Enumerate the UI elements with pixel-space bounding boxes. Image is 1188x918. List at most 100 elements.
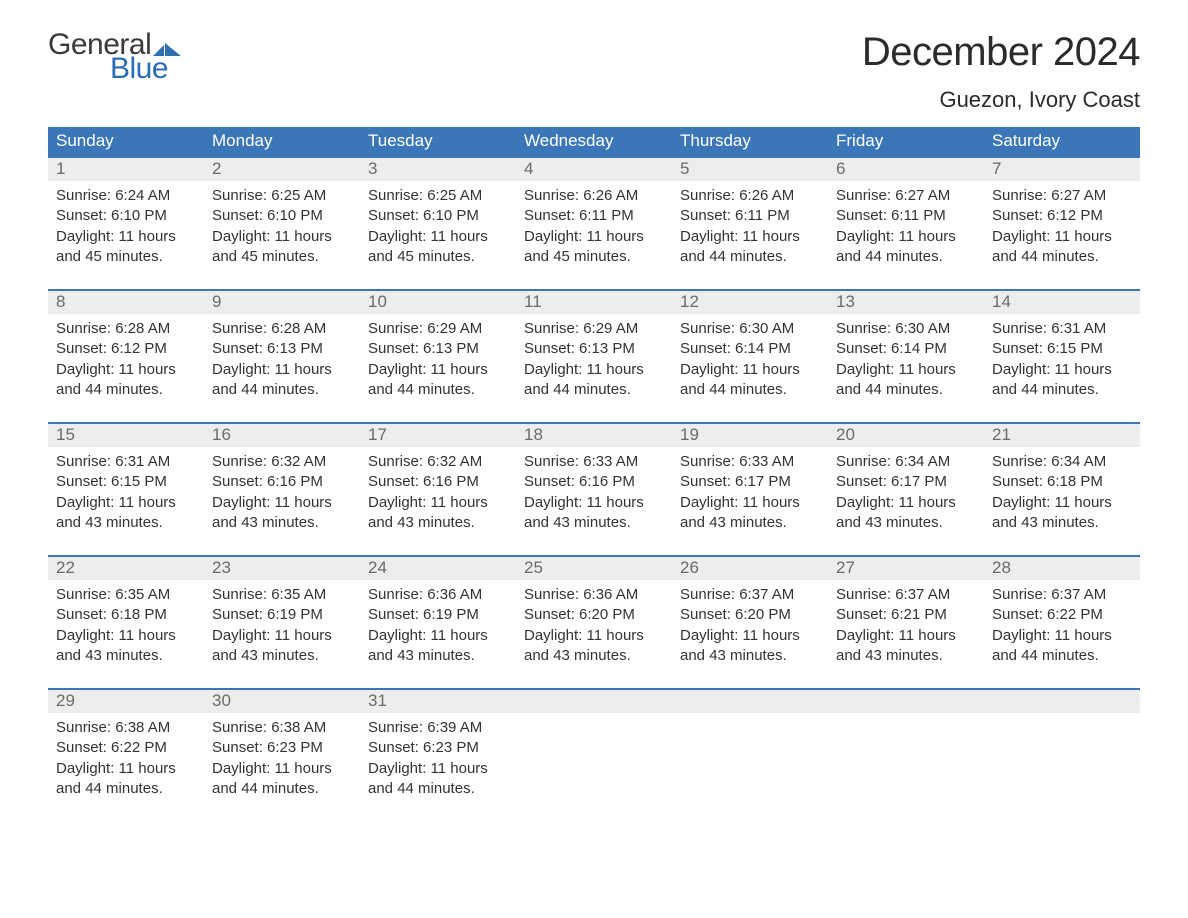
date-number: 21 (984, 424, 1140, 447)
sunrise-line: Sunrise: 6:33 AM (680, 452, 820, 472)
daylight-line-1: Daylight: 11 hours (368, 227, 508, 247)
daylight-line-2: and 45 minutes. (524, 247, 664, 267)
date-number: 15 (48, 424, 204, 447)
day-cell: Sunrise: 6:29 AMSunset: 6:13 PMDaylight:… (516, 314, 672, 404)
daylight-line-1: Daylight: 11 hours (524, 360, 664, 380)
daylight-line-1: Daylight: 11 hours (680, 360, 820, 380)
sunset-line: Sunset: 6:22 PM (992, 605, 1132, 625)
day-cell: Sunrise: 6:26 AMSunset: 6:11 PMDaylight:… (516, 181, 672, 271)
sunrise-line: Sunrise: 6:31 AM (992, 319, 1132, 339)
day-cell: Sunrise: 6:34 AMSunset: 6:17 PMDaylight:… (828, 447, 984, 537)
daylight-line-2: and 43 minutes. (992, 513, 1132, 533)
sunset-line: Sunset: 6:13 PM (368, 339, 508, 359)
day-cell: Sunrise: 6:38 AMSunset: 6:22 PMDaylight:… (48, 713, 204, 803)
week-row: 1234567Sunrise: 6:24 AMSunset: 6:10 PMDa… (48, 156, 1140, 271)
daylight-line-2: and 43 minutes. (680, 513, 820, 533)
sunrise-line: Sunrise: 6:36 AM (368, 585, 508, 605)
sunrise-line: Sunrise: 6:32 AM (212, 452, 352, 472)
sunset-line: Sunset: 6:19 PM (212, 605, 352, 625)
day-header-cell: Thursday (672, 127, 828, 156)
day-cell: Sunrise: 6:36 AMSunset: 6:20 PMDaylight:… (516, 580, 672, 670)
sunset-line: Sunset: 6:10 PM (368, 206, 508, 226)
day-cell: Sunrise: 6:27 AMSunset: 6:12 PMDaylight:… (984, 181, 1140, 271)
daylight-line-2: and 44 minutes. (836, 380, 976, 400)
sunset-line: Sunset: 6:12 PM (992, 206, 1132, 226)
day-cell (516, 713, 672, 803)
date-number: 11 (516, 291, 672, 314)
day-cell: Sunrise: 6:34 AMSunset: 6:18 PMDaylight:… (984, 447, 1140, 537)
day-cell: Sunrise: 6:28 AMSunset: 6:12 PMDaylight:… (48, 314, 204, 404)
date-number: 31 (360, 690, 516, 713)
date-number: 6 (828, 158, 984, 181)
month-title: December 2024 (862, 30, 1140, 75)
sunset-line: Sunset: 6:18 PM (56, 605, 196, 625)
daylight-line-1: Daylight: 11 hours (212, 227, 352, 247)
daylight-line-1: Daylight: 11 hours (992, 626, 1132, 646)
sunrise-line: Sunrise: 6:38 AM (56, 718, 196, 738)
sunset-line: Sunset: 6:21 PM (836, 605, 976, 625)
sunrise-line: Sunrise: 6:24 AM (56, 186, 196, 206)
daylight-line-1: Daylight: 11 hours (56, 759, 196, 779)
date-number: 24 (360, 557, 516, 580)
sunset-line: Sunset: 6:15 PM (56, 472, 196, 492)
daylight-line-2: and 44 minutes. (524, 380, 664, 400)
date-number (672, 690, 828, 713)
daylight-line-2: and 44 minutes. (368, 779, 508, 799)
daylight-line-2: and 43 minutes. (368, 646, 508, 666)
week-row: 891011121314Sunrise: 6:28 AMSunset: 6:12… (48, 289, 1140, 404)
date-number-row: 1234567 (48, 158, 1140, 181)
daylight-line-1: Daylight: 11 hours (680, 493, 820, 513)
day-cell (672, 713, 828, 803)
date-number: 28 (984, 557, 1140, 580)
daylight-line-1: Daylight: 11 hours (680, 626, 820, 646)
daylight-line-1: Daylight: 11 hours (368, 759, 508, 779)
daylight-line-2: and 43 minutes. (56, 513, 196, 533)
day-cell: Sunrise: 6:33 AMSunset: 6:16 PMDaylight:… (516, 447, 672, 537)
daylight-line-2: and 45 minutes. (368, 247, 508, 267)
sunset-line: Sunset: 6:17 PM (680, 472, 820, 492)
daylight-line-2: and 44 minutes. (992, 247, 1132, 267)
sunset-line: Sunset: 6:16 PM (524, 472, 664, 492)
sunset-line: Sunset: 6:16 PM (368, 472, 508, 492)
day-cell: Sunrise: 6:30 AMSunset: 6:14 PMDaylight:… (828, 314, 984, 404)
daylight-line-1: Daylight: 11 hours (56, 227, 196, 247)
daylight-line-1: Daylight: 11 hours (368, 626, 508, 646)
sunrise-line: Sunrise: 6:27 AM (836, 186, 976, 206)
day-cell: Sunrise: 6:31 AMSunset: 6:15 PMDaylight:… (984, 314, 1140, 404)
sunset-line: Sunset: 6:19 PM (368, 605, 508, 625)
sunrise-line: Sunrise: 6:28 AM (212, 319, 352, 339)
day-header-cell: Saturday (984, 127, 1140, 156)
sunrise-line: Sunrise: 6:37 AM (680, 585, 820, 605)
date-number: 19 (672, 424, 828, 447)
sunset-line: Sunset: 6:14 PM (680, 339, 820, 359)
week-row: 15161718192021Sunrise: 6:31 AMSunset: 6:… (48, 422, 1140, 537)
date-number: 9 (204, 291, 360, 314)
day-header-cell: Tuesday (360, 127, 516, 156)
date-number: 27 (828, 557, 984, 580)
weeks-container: 1234567Sunrise: 6:24 AMSunset: 6:10 PMDa… (48, 156, 1140, 803)
date-number (516, 690, 672, 713)
daylight-line-2: and 44 minutes. (368, 380, 508, 400)
title-block: December 2024 Guezon, Ivory Coast (862, 30, 1140, 113)
day-cell: Sunrise: 6:35 AMSunset: 6:18 PMDaylight:… (48, 580, 204, 670)
date-number: 29 (48, 690, 204, 713)
daylight-line-2: and 44 minutes. (992, 380, 1132, 400)
daylight-line-2: and 43 minutes. (212, 513, 352, 533)
sunrise-line: Sunrise: 6:30 AM (680, 319, 820, 339)
sunset-line: Sunset: 6:11 PM (524, 206, 664, 226)
date-number: 25 (516, 557, 672, 580)
sunrise-line: Sunrise: 6:35 AM (56, 585, 196, 605)
week-row: 293031Sunrise: 6:38 AMSunset: 6:22 PMDay… (48, 688, 1140, 803)
daylight-line-1: Daylight: 11 hours (212, 360, 352, 380)
daylight-line-1: Daylight: 11 hours (212, 493, 352, 513)
sunrise-line: Sunrise: 6:30 AM (836, 319, 976, 339)
sunset-line: Sunset: 6:15 PM (992, 339, 1132, 359)
day-cell: Sunrise: 6:37 AMSunset: 6:21 PMDaylight:… (828, 580, 984, 670)
daylight-line-1: Daylight: 11 hours (212, 626, 352, 646)
date-number: 20 (828, 424, 984, 447)
sunrise-line: Sunrise: 6:26 AM (524, 186, 664, 206)
date-number: 3 (360, 158, 516, 181)
sunset-line: Sunset: 6:16 PM (212, 472, 352, 492)
daylight-line-1: Daylight: 11 hours (680, 227, 820, 247)
sunset-line: Sunset: 6:17 PM (836, 472, 976, 492)
